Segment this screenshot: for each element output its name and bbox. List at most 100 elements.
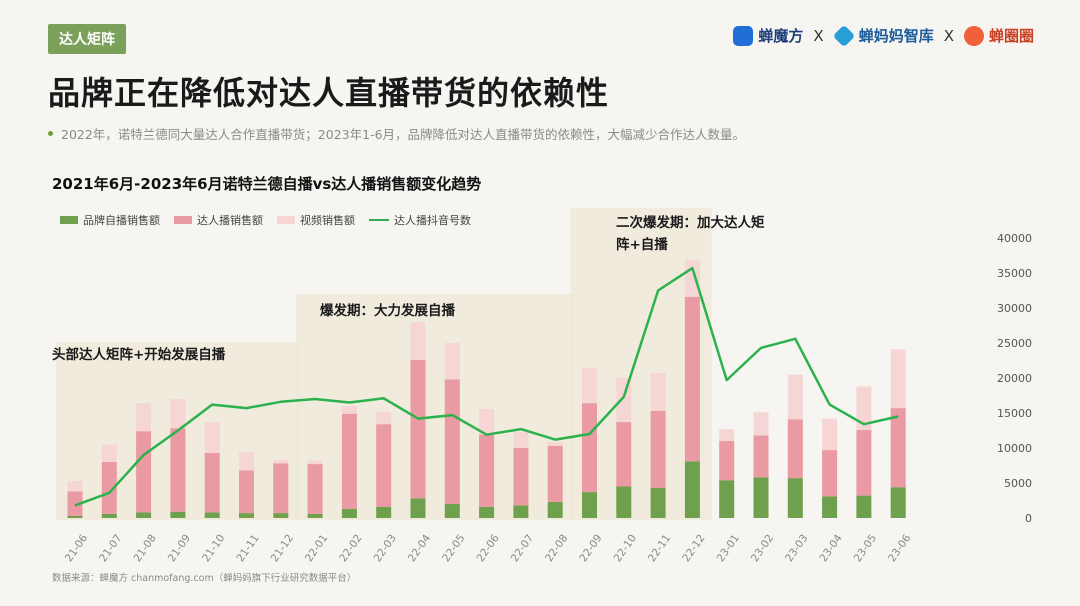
bar-segment bbox=[410, 322, 426, 360]
bar-segment bbox=[273, 513, 289, 518]
legend-swatch bbox=[60, 216, 78, 224]
bar-segment bbox=[101, 513, 117, 518]
legend-label: 视频销售额 bbox=[300, 214, 355, 227]
bar-segment bbox=[822, 450, 838, 497]
bar-segment bbox=[787, 478, 803, 518]
bar-segment bbox=[753, 412, 769, 436]
bar-segment bbox=[547, 501, 563, 518]
x-tick-label: 22-03 bbox=[372, 532, 399, 564]
legend-item-brand: 品牌自播销售额 bbox=[60, 212, 160, 228]
legend-swatch bbox=[369, 219, 389, 221]
bar-segment bbox=[582, 492, 597, 518]
x-tick-label: 23-04 bbox=[817, 532, 845, 564]
x-tick-label: 21-11 bbox=[234, 532, 261, 564]
x-tick-label: 21-07 bbox=[97, 532, 124, 564]
bar-segment bbox=[410, 498, 426, 518]
bar-segment bbox=[307, 513, 323, 518]
legend-swatch bbox=[277, 216, 295, 224]
bar-segment bbox=[890, 349, 906, 409]
x-tick-label: 23-03 bbox=[783, 532, 810, 564]
bullet-icon bbox=[48, 131, 53, 136]
bar-segment bbox=[787, 419, 803, 479]
brand-separator: X bbox=[943, 26, 954, 45]
bar-segment bbox=[444, 504, 460, 518]
bar-segment bbox=[513, 448, 529, 506]
bar-segment bbox=[67, 480, 83, 492]
bar-segment bbox=[856, 495, 872, 518]
x-tick-label: 22-09 bbox=[577, 532, 604, 564]
bar-segment bbox=[204, 512, 220, 518]
bar-segment bbox=[547, 445, 563, 502]
legend-label: 达人播销售额 bbox=[197, 214, 263, 227]
bar-segment bbox=[650, 410, 666, 488]
bar-segment bbox=[136, 512, 152, 518]
bar-segment bbox=[650, 373, 666, 411]
bar-segment bbox=[136, 403, 152, 432]
phase-label-1: 头部达人矩阵+开始发展自播 bbox=[52, 347, 226, 363]
bar-segment bbox=[890, 408, 906, 488]
bar-segment bbox=[856, 386, 872, 430]
bar-segment bbox=[479, 434, 495, 507]
brand-name: 蝉魔方 bbox=[758, 27, 804, 45]
bar-segment bbox=[479, 408, 495, 435]
bar-segment bbox=[616, 422, 632, 487]
bar-segment bbox=[479, 506, 495, 518]
brand-chanquanquan: 蝉圈圈 bbox=[963, 25, 1034, 46]
x-tick-label: 22-10 bbox=[612, 532, 639, 564]
bar-segment bbox=[753, 477, 769, 518]
bar-segment bbox=[444, 343, 460, 380]
bar-segment bbox=[856, 429, 872, 496]
x-tick-label: 22-12 bbox=[680, 532, 707, 564]
bar-segment bbox=[376, 506, 392, 518]
brand-chanmofang: 蝉魔方 bbox=[733, 25, 803, 46]
subtitle: 2022年，诺特兰德同大量达人合作直播带货；2023年1-6月，品牌降低对达人直… bbox=[48, 124, 745, 143]
bar-segment bbox=[170, 399, 186, 429]
x-tick-label: 22-05 bbox=[440, 532, 467, 564]
bar-segment bbox=[67, 491, 83, 516]
bar-segment bbox=[444, 379, 460, 504]
phase-label-3: 二次爆发期：加大达人矩阵+自播 bbox=[616, 215, 765, 253]
legend-label: 达人播抖音号数 bbox=[394, 214, 471, 227]
data-source: 数据来源：蝉魔方 chanmofang.com（蝉妈妈旗下行业研究数据平台） bbox=[52, 573, 357, 584]
bar-segment bbox=[684, 296, 700, 462]
x-tick-label: 22-02 bbox=[337, 532, 364, 564]
legend-item-talent: 达人播销售额 bbox=[174, 212, 263, 228]
bar-segment bbox=[376, 424, 392, 507]
brand-name: 蝉妈妈智库 bbox=[858, 27, 934, 45]
bar-segment bbox=[513, 505, 529, 518]
x-tick-label: 21-10 bbox=[200, 532, 227, 564]
x-tick-label: 21-08 bbox=[131, 532, 158, 564]
bar-segment bbox=[684, 260, 700, 297]
bar-segment bbox=[101, 462, 117, 514]
bar-segment bbox=[582, 403, 597, 493]
bar-segment bbox=[239, 452, 254, 471]
legend-item-line: 达人播抖音号数 bbox=[369, 212, 471, 228]
y-tick-label: 25000 bbox=[997, 337, 1032, 350]
legend-label: 品牌自播销售额 bbox=[83, 214, 160, 227]
bar-segment bbox=[136, 431, 152, 513]
legend-swatch bbox=[174, 216, 192, 224]
x-tick-label: 22-08 bbox=[543, 532, 570, 564]
x-tick-label: 21-12 bbox=[269, 532, 296, 564]
brand-logos: 蝉魔方 X 蝉妈妈智库 X 蝉圈圈 bbox=[733, 24, 1034, 47]
bar-segment bbox=[67, 515, 83, 518]
bar-segment bbox=[170, 428, 186, 512]
bar-segment bbox=[341, 413, 357, 509]
x-tick-label: 22-01 bbox=[303, 532, 330, 564]
bar-segment bbox=[719, 441, 735, 481]
y-tick-label: 10000 bbox=[997, 442, 1032, 455]
bar-segment bbox=[753, 435, 769, 478]
x-tick-label: 23-01 bbox=[715, 532, 742, 564]
bar-segment bbox=[239, 470, 254, 514]
bar-segment bbox=[650, 487, 666, 518]
bar-segment bbox=[307, 464, 323, 514]
bar-segment bbox=[719, 480, 735, 518]
y-tick-label: 35000 bbox=[997, 267, 1032, 280]
bar-segment bbox=[822, 418, 838, 451]
x-tick-label: 23-06 bbox=[886, 532, 914, 564]
bar-segment bbox=[513, 431, 529, 448]
x-tick-label: 22-06 bbox=[474, 532, 502, 564]
bar-segment bbox=[547, 442, 563, 446]
bar-segment bbox=[341, 508, 357, 518]
